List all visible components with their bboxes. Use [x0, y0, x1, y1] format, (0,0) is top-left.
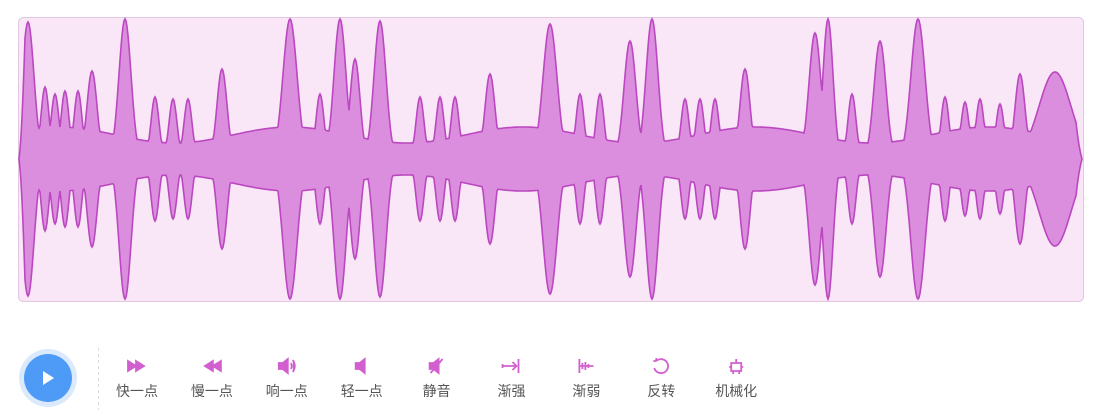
- button-icon: [578, 359, 594, 373]
- button-icon: [428, 357, 444, 375]
- play-icon: [43, 371, 54, 385]
- button-icon: [203, 359, 222, 373]
- waveform: [18, 16, 1083, 302]
- toolbar-button[interactable]: 机械化: [715, 359, 757, 400]
- button-label: 轻一点: [341, 384, 383, 400]
- button-label: 快一点: [116, 384, 158, 400]
- button-label: 响一点: [266, 384, 308, 400]
- button-label: 慢一点: [191, 383, 233, 400]
- button-icon: [277, 357, 296, 375]
- button-icon: [354, 357, 366, 375]
- toolbar-button[interactable]: 轻一点: [341, 357, 383, 400]
- toolbar-button[interactable]: 快一点: [116, 359, 158, 400]
- toolbar-button[interactable]: 渐强: [498, 359, 526, 400]
- button-label: 机械化: [715, 384, 757, 400]
- toolbar-button[interactable]: 反转: [647, 358, 675, 400]
- button-icon: [653, 358, 669, 375]
- toolbar-button[interactable]: 慢一点: [191, 359, 233, 400]
- toolbar-button[interactable]: 静音: [423, 357, 451, 400]
- toolbar-button[interactable]: 响一点: [266, 357, 308, 400]
- button-icon: [127, 359, 146, 373]
- button-label: 静音: [423, 383, 451, 400]
- button-icon: [501, 359, 520, 373]
- button-label: 渐弱: [572, 384, 600, 400]
- play-button[interactable]: [19, 349, 77, 407]
- toolbar-button[interactable]: 渐弱: [572, 359, 600, 400]
- button-label: 反转: [647, 384, 675, 400]
- button-label: 渐强: [498, 384, 526, 400]
- button-icon: [729, 359, 744, 374]
- toolbar: 快一点 慢一点 响一点 轻一点 静音 渐强 渐弱 反转 机械化: [116, 357, 757, 400]
